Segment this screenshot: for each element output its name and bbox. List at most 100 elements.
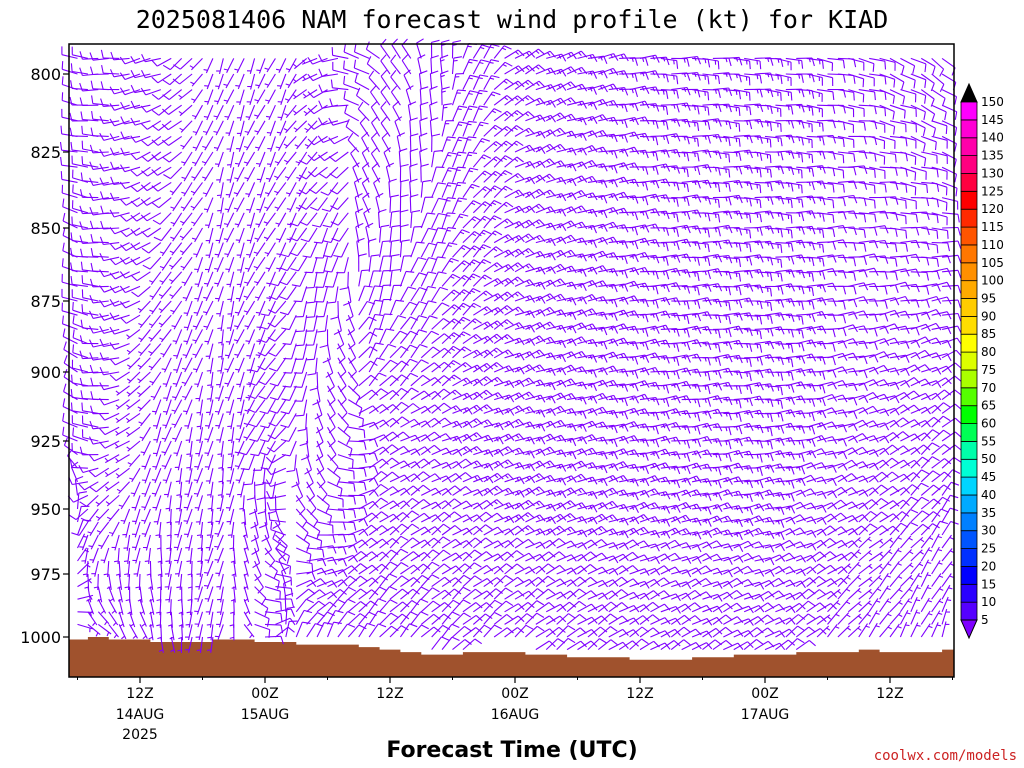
wind-barb bbox=[165, 586, 172, 603]
wind-barb bbox=[315, 300, 329, 318]
barb-flag-half bbox=[115, 473, 120, 477]
barb-flag-half bbox=[149, 295, 154, 298]
barb-staff bbox=[207, 547, 214, 564]
wind-barb bbox=[292, 73, 307, 84]
barb-flag-half bbox=[196, 534, 202, 537]
wind-barb bbox=[400, 418, 421, 428]
barb-flag-half bbox=[485, 436, 489, 441]
barb-flag-full bbox=[420, 359, 429, 364]
wind-barb bbox=[81, 415, 99, 428]
wind-barb bbox=[103, 560, 110, 578]
barb-flag-full bbox=[99, 252, 104, 261]
wind-barb bbox=[141, 54, 161, 63]
wind-barb bbox=[379, 343, 397, 359]
barb-flag-full bbox=[479, 74, 489, 78]
barb-staff bbox=[256, 104, 266, 120]
barb-staff bbox=[419, 89, 422, 106]
barb-flag-full bbox=[473, 259, 482, 264]
wind-barb bbox=[441, 182, 457, 198]
wind-barb bbox=[89, 339, 109, 348]
barb-staff bbox=[219, 427, 224, 443]
wind-barb bbox=[353, 43, 370, 59]
barb-staff bbox=[92, 426, 109, 430]
wind-barb bbox=[327, 609, 344, 625]
wind-barb bbox=[191, 227, 203, 243]
barb-staff bbox=[366, 48, 380, 59]
wind-barb bbox=[285, 73, 297, 89]
wind-barb bbox=[316, 521, 334, 534]
barb-staff bbox=[218, 58, 224, 75]
wind-barb bbox=[216, 495, 224, 512]
barb-flag-full bbox=[109, 298, 115, 307]
wind-barb bbox=[285, 606, 296, 625]
barb-flag-full bbox=[443, 563, 452, 570]
wind-barb bbox=[69, 112, 88, 122]
barb-staff bbox=[170, 166, 183, 179]
barb-flag-full bbox=[416, 38, 424, 44]
barb-flag-full bbox=[290, 608, 296, 617]
barb-staff bbox=[431, 636, 442, 650]
barb-staff bbox=[379, 359, 391, 373]
barb-flag-full bbox=[260, 425, 269, 429]
wind-barb bbox=[62, 412, 78, 428]
barb-flag-full bbox=[353, 544, 358, 553]
wind-barb bbox=[78, 465, 99, 474]
wind-barb bbox=[256, 182, 266, 198]
barb-flag-half bbox=[274, 175, 279, 179]
wind-barb bbox=[233, 329, 245, 344]
wind-barb bbox=[327, 508, 346, 519]
barb-flag-full bbox=[441, 302, 450, 307]
wind-barb bbox=[407, 101, 417, 121]
barb-flag-full bbox=[266, 502, 271, 511]
wind-barb bbox=[131, 495, 141, 511]
barb-staff bbox=[452, 121, 460, 137]
barb-staff bbox=[400, 497, 413, 510]
barb-flag-half bbox=[144, 560, 149, 562]
wind-barb bbox=[322, 212, 339, 228]
barb-staff bbox=[207, 329, 214, 345]
wind-barb bbox=[440, 70, 449, 90]
wind-barb bbox=[161, 454, 172, 470]
wind-barb bbox=[79, 350, 99, 360]
barb-staff bbox=[419, 120, 422, 137]
wind-barb bbox=[267, 314, 287, 328]
barb-flag-full bbox=[355, 222, 364, 228]
barb-flag-full bbox=[295, 496, 303, 502]
barb-flag-full bbox=[468, 120, 477, 123]
barb-flag-half bbox=[186, 611, 191, 614]
wind-barb bbox=[71, 442, 89, 456]
wind-barb bbox=[204, 547, 214, 564]
barb-staff bbox=[236, 343, 245, 359]
barb-flag-full bbox=[161, 123, 169, 131]
barb-staff bbox=[151, 286, 162, 300]
wind-barb bbox=[151, 104, 172, 116]
barb-staff bbox=[410, 390, 425, 401]
barb-staff bbox=[316, 413, 324, 429]
barb-staff bbox=[175, 329, 183, 345]
barb-flag-full bbox=[281, 453, 291, 457]
barb-flag-full bbox=[140, 184, 148, 191]
wind-barb bbox=[234, 166, 245, 182]
barb-flag-half bbox=[293, 63, 298, 68]
wind-barb bbox=[205, 242, 214, 259]
wind-barb bbox=[176, 481, 183, 498]
wind-barb bbox=[89, 420, 109, 430]
barb-staff bbox=[239, 271, 245, 288]
wind-barb bbox=[194, 495, 204, 511]
wind-barb bbox=[248, 371, 266, 386]
barb-staff bbox=[142, 440, 151, 456]
barb-flag-full bbox=[285, 592, 294, 597]
barb-flag-half bbox=[166, 521, 171, 524]
wind-barb bbox=[275, 598, 295, 608]
barb-staff bbox=[338, 227, 349, 242]
barb-staff bbox=[277, 371, 287, 387]
barb-staff bbox=[160, 314, 172, 328]
barb-flag-full bbox=[305, 598, 314, 604]
barb-staff bbox=[227, 257, 235, 273]
wind-barb bbox=[100, 81, 120, 91]
wind-barb bbox=[196, 521, 204, 538]
barb-flag-full bbox=[89, 364, 94, 374]
wind-barb bbox=[135, 573, 141, 591]
barb-flag-full bbox=[339, 287, 348, 291]
barb-flag-half bbox=[202, 130, 208, 133]
